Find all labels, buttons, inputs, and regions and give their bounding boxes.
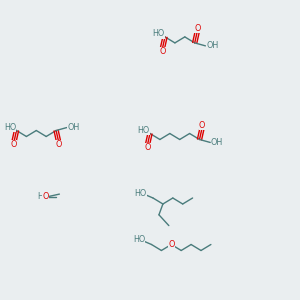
Text: O: O	[159, 47, 166, 56]
Text: OH: OH	[68, 123, 80, 132]
Text: O: O	[199, 121, 205, 130]
Text: O: O	[56, 140, 62, 149]
Text: HO: HO	[152, 29, 165, 38]
Text: O: O	[168, 240, 175, 249]
Text: HO: HO	[133, 236, 145, 244]
Text: H: H	[37, 192, 43, 201]
Text: OH: OH	[211, 138, 223, 147]
Text: HO: HO	[4, 123, 16, 132]
Text: HO: HO	[134, 189, 146, 198]
Text: O: O	[194, 24, 200, 33]
Text: O: O	[144, 143, 151, 152]
Text: O: O	[42, 192, 49, 201]
Text: HO: HO	[137, 126, 150, 135]
Text: O: O	[11, 140, 17, 149]
Text: OH: OH	[206, 41, 218, 50]
